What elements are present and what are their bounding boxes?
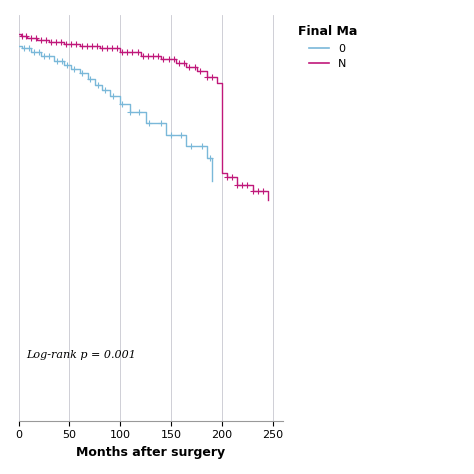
Point	[223, 173, 231, 181]
Point	[118, 100, 126, 108]
Text: Log-rank p = 0.001: Log-rank p = 0.001	[27, 350, 137, 360]
Point	[109, 44, 116, 52]
Point	[249, 187, 256, 195]
Point	[93, 42, 100, 50]
Legend: 0, N: 0, N	[294, 20, 362, 74]
Point	[64, 62, 71, 69]
Point	[170, 55, 178, 63]
Point	[83, 42, 91, 50]
Point	[238, 181, 246, 189]
Point	[35, 48, 43, 55]
Point	[30, 48, 37, 55]
Point	[188, 143, 195, 150]
X-axis label: Months after surgery: Months after surgery	[76, 446, 225, 459]
Point	[165, 55, 173, 63]
Point	[52, 38, 60, 46]
Point	[88, 42, 96, 50]
Point	[101, 87, 109, 94]
Point	[20, 44, 27, 52]
Point	[127, 108, 134, 115]
Point	[94, 81, 101, 88]
Point	[57, 38, 65, 46]
Point	[78, 69, 85, 77]
Point	[86, 75, 93, 82]
Point	[27, 35, 35, 42]
Point	[244, 181, 251, 189]
Point	[109, 92, 117, 100]
Point	[198, 143, 205, 150]
Point	[234, 181, 241, 189]
Point	[254, 187, 261, 195]
Point	[71, 65, 78, 73]
Point	[157, 119, 165, 127]
Point	[124, 48, 131, 55]
Point	[118, 48, 126, 55]
Point	[191, 64, 198, 71]
Point	[40, 52, 48, 59]
Point	[134, 48, 141, 55]
Point	[144, 52, 152, 59]
Point	[186, 64, 193, 71]
Point	[63, 40, 70, 48]
Point	[78, 42, 85, 50]
Point	[145, 119, 153, 127]
Point	[18, 32, 25, 40]
Point	[128, 48, 136, 55]
Point	[177, 131, 185, 138]
Point	[159, 55, 167, 63]
Point	[139, 52, 146, 59]
Point	[208, 73, 216, 81]
Point	[181, 60, 188, 67]
Point	[47, 38, 55, 46]
Point	[113, 44, 121, 52]
Point	[22, 32, 29, 40]
Point	[98, 44, 106, 52]
Point	[103, 44, 111, 52]
Point	[196, 67, 203, 75]
Point	[54, 57, 61, 65]
Point	[135, 108, 142, 115]
Point	[42, 36, 50, 44]
Point	[73, 40, 80, 48]
Point	[32, 35, 40, 42]
Point	[167, 131, 175, 138]
Point	[228, 173, 236, 181]
Point	[175, 60, 183, 67]
Point	[149, 52, 156, 59]
Point	[25, 44, 32, 52]
Point	[37, 36, 45, 44]
Point	[203, 73, 210, 81]
Point	[45, 52, 53, 59]
Point	[206, 154, 214, 162]
Point	[58, 57, 66, 65]
Point	[154, 52, 162, 59]
Point	[259, 187, 266, 195]
Point	[68, 40, 75, 48]
